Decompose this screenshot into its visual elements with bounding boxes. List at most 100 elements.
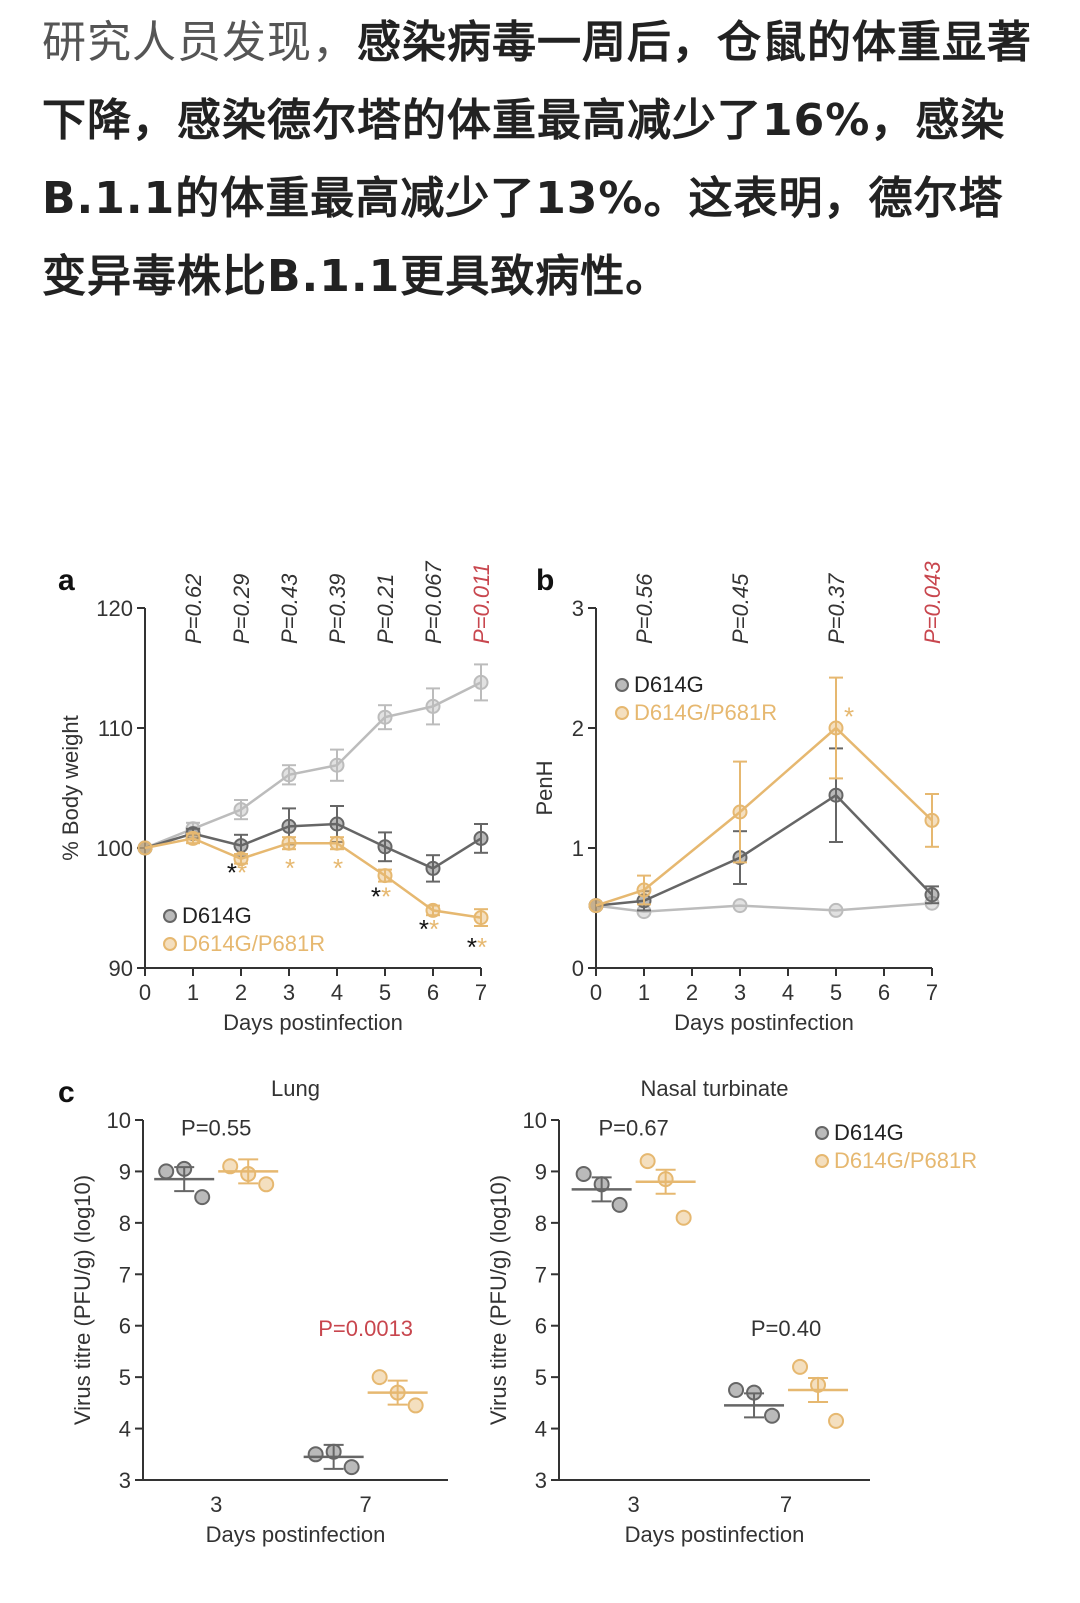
x-axis-label: Days postinfection [625, 1522, 805, 1547]
y-tick-label: 90 [109, 956, 133, 981]
y-axis-label: Virus titre (PFU/g) (log10) [486, 1175, 511, 1425]
data-point [222, 1158, 239, 1175]
series-line [144, 681, 482, 850]
x-axis-label: Days postinfection [206, 1522, 386, 1547]
data-point [792, 1358, 809, 1375]
data-point [329, 816, 345, 832]
data-point [233, 802, 249, 818]
y-tick-label: 5 [535, 1365, 547, 1390]
p-value-label: P=0.043 [920, 561, 945, 644]
y-tick-label: 110 [98, 716, 133, 741]
p-value-label: P=0.56 [632, 573, 657, 644]
x-tick-label: 1 [187, 980, 199, 1005]
data-point [473, 910, 489, 926]
y-tick-label: 6 [535, 1314, 547, 1339]
p-value-label: P=0.29 [229, 574, 254, 644]
article-emphasis: 感染病毒一周后，仓鼠的体重显著下降，感染德尔塔的体重最高减少了16%，感染B.1… [42, 17, 1032, 302]
panel-label-c: c [58, 1076, 75, 1109]
data-point [307, 1446, 324, 1463]
data-point [828, 1412, 845, 1429]
significance-star: * [467, 932, 477, 962]
p-value-label: P=0.43 [277, 573, 302, 644]
x-tick-label: 6 [878, 980, 890, 1005]
x-tick-label: 5 [830, 980, 842, 1005]
y-tick-label: 8 [119, 1211, 131, 1236]
data-point [425, 698, 441, 714]
x-tick-label: 3 [734, 980, 746, 1005]
data-point [473, 674, 489, 690]
legend-marker [615, 678, 629, 692]
data-point [329, 835, 345, 851]
x-tick-label: 0 [139, 980, 151, 1005]
y-tick-label: 5 [119, 1365, 131, 1390]
legend-label: D614G/P681R [182, 931, 325, 956]
data-point [194, 1189, 211, 1206]
series-line [144, 822, 482, 870]
significance-star: * [227, 858, 237, 888]
data-point [185, 830, 201, 846]
x-tick-label: 5 [379, 980, 391, 1005]
data-point [828, 902, 844, 918]
data-point [343, 1459, 360, 1476]
article-text: 研究人员发现，感染病毒一周后，仓鼠的体重显著下降，感染德尔塔的体重最高减少了16… [42, 4, 1042, 316]
y-tick-label: 10 [107, 1108, 131, 1133]
p-value-label: P=0.67 [598, 1115, 668, 1140]
x-tick-label: 4 [331, 980, 343, 1005]
p-value-label: P=0.55 [181, 1115, 251, 1140]
significance-star: * [237, 858, 247, 888]
legend-label: D614G [834, 1120, 904, 1145]
chart-penh: 0 1 2 3 0 1 2 3 4 5 6 7 Days postinfection PenH P=0.56… [532, 561, 945, 1035]
data-point [924, 887, 940, 903]
y-tick-label: 9 [119, 1159, 131, 1184]
p-value-label: P=0.37 [824, 573, 849, 644]
data-point [732, 804, 748, 820]
chart-lung-titre: 3 4 5 6 7 8 9 10 Days postinfection Virus titre (… [70, 1076, 448, 1547]
legend-marker [163, 937, 177, 951]
chart-body-weight: 90 100 110 120 0 1 2 3 4 5 6 7 Days postinfection % B… [58, 561, 494, 1035]
data-point [764, 1407, 781, 1424]
data-point [281, 818, 297, 834]
significance-star: * [371, 882, 381, 912]
y-tick-label: 9 [535, 1159, 547, 1184]
p-value-label: P=0.40 [751, 1316, 821, 1341]
series-line [144, 837, 482, 919]
data-point [407, 1397, 424, 1414]
series-line [595, 901, 933, 913]
y-axis-label: % Body weight [58, 715, 83, 861]
data-point [329, 757, 345, 773]
series-line [595, 726, 933, 907]
p-value-label: P=0.39 [325, 574, 350, 644]
x-tick-label: 3 [283, 980, 295, 1005]
significance-star: * [844, 702, 854, 732]
y-axis-label: PenH [532, 760, 557, 815]
panel-label-b: b [536, 564, 554, 597]
legend-marker [815, 1126, 829, 1140]
data-point [732, 898, 748, 914]
significance-star: * [381, 882, 391, 912]
significance-star: * [285, 853, 295, 883]
data-point [158, 1163, 175, 1180]
y-tick-label: 7 [119, 1262, 131, 1287]
y-tick-label: 1 [572, 836, 584, 861]
data-point [639, 1153, 656, 1170]
y-tick-label: 2 [572, 716, 584, 741]
data-point [425, 860, 441, 876]
data-point [828, 720, 844, 736]
x-tick-label: 2 [235, 980, 247, 1005]
x-tick-label: 3 [210, 1492, 222, 1517]
y-tick-label: 7 [535, 1262, 547, 1287]
y-tick-label: 3 [572, 596, 584, 621]
x-tick-label: 7 [780, 1492, 792, 1517]
chart-nasal-titre: 3 4 5 6 7 8 9 10 Days postinfection Virus titre (… [486, 1076, 977, 1547]
data-point [137, 840, 153, 856]
legend-marker [163, 909, 177, 923]
y-tick-label: 4 [119, 1417, 131, 1442]
significance-star: * [419, 914, 429, 944]
data-point [281, 767, 297, 783]
p-value-label: P=0.0013 [318, 1316, 413, 1341]
legend-marker [615, 706, 629, 720]
x-axis-label: Days postinfection [674, 1010, 854, 1035]
legend-label: D614G [634, 672, 704, 697]
y-tick-label: 100 [96, 836, 133, 861]
data-point [636, 882, 652, 898]
